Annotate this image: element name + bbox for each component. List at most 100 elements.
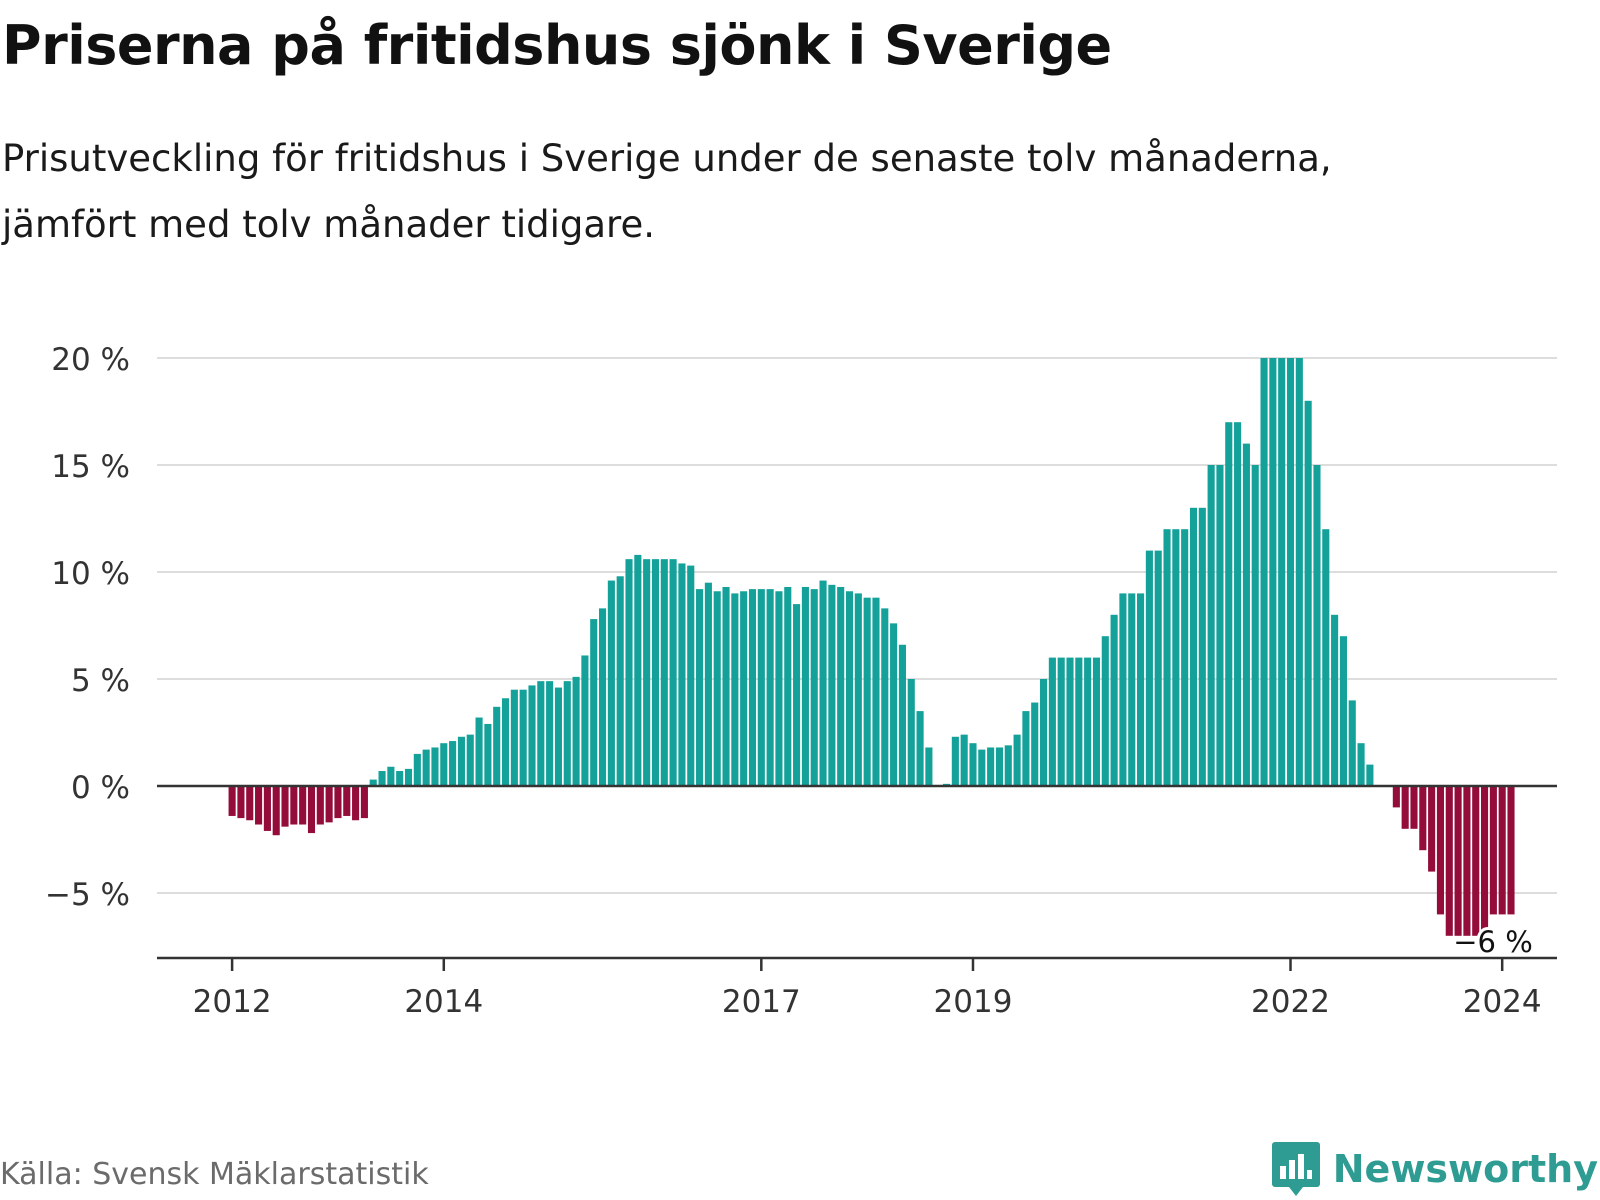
bar[interactable] — [1040, 679, 1048, 786]
bar[interactable] — [1481, 786, 1489, 936]
bar[interactable] — [449, 741, 457, 786]
bar[interactable] — [916, 711, 924, 786]
bar[interactable] — [1498, 786, 1506, 915]
bar[interactable] — [766, 589, 774, 786]
bar[interactable] — [528, 685, 536, 786]
bar[interactable] — [466, 734, 474, 786]
bar[interactable] — [1216, 465, 1224, 786]
bar[interactable] — [501, 698, 510, 786]
bar[interactable] — [484, 723, 492, 786]
bar[interactable] — [687, 565, 695, 786]
bar[interactable] — [731, 593, 739, 786]
bar[interactable] — [360, 786, 368, 819]
bar[interactable] — [643, 559, 651, 786]
bar[interactable] — [634, 554, 642, 786]
bar[interactable] — [1269, 358, 1277, 786]
bar[interactable] — [316, 786, 324, 825]
bar[interactable] — [1048, 657, 1056, 786]
bar[interactable] — [1154, 550, 1162, 786]
bar[interactable] — [352, 786, 360, 821]
bar[interactable] — [845, 591, 854, 786]
bar[interactable] — [510, 689, 518, 786]
bar[interactable] — [440, 743, 448, 786]
bar[interactable] — [1260, 358, 1268, 786]
bar[interactable] — [1357, 743, 1365, 786]
bar[interactable] — [255, 786, 263, 825]
bar[interactable] — [1057, 657, 1065, 786]
bar[interactable] — [334, 786, 342, 819]
bar[interactable] — [237, 786, 245, 819]
bar[interactable] — [290, 786, 298, 825]
bar[interactable] — [890, 623, 898, 786]
newsworthy-logo[interactable]: Newsworthy — [1271, 1140, 1598, 1198]
bar[interactable] — [881, 608, 889, 786]
bar[interactable] — [1313, 465, 1321, 786]
bar[interactable] — [704, 582, 712, 786]
bar[interactable] — [369, 779, 377, 786]
bar[interactable] — [413, 753, 421, 786]
bar[interactable] — [960, 734, 968, 786]
bar[interactable] — [784, 586, 792, 786]
bar[interactable] — [1101, 636, 1109, 786]
bar[interactable] — [987, 747, 995, 786]
bar[interactable] — [669, 559, 677, 786]
bar[interactable] — [1463, 786, 1471, 936]
bar[interactable] — [263, 786, 271, 831]
bar[interactable] — [1348, 700, 1356, 786]
bar[interactable] — [404, 768, 413, 786]
bar[interactable] — [898, 644, 906, 786]
bar[interactable] — [1242, 443, 1250, 786]
bar[interactable] — [1198, 507, 1206, 786]
bar[interactable] — [396, 771, 404, 786]
bar[interactable] — [828, 584, 836, 786]
bar[interactable] — [387, 766, 395, 786]
bar[interactable] — [1022, 711, 1030, 786]
bar[interactable] — [1286, 358, 1295, 786]
bar[interactable] — [793, 604, 801, 786]
bar[interactable] — [1454, 786, 1462, 936]
bar[interactable] — [457, 736, 465, 786]
bar[interactable] — [1295, 358, 1303, 786]
bar[interactable] — [1366, 764, 1374, 786]
bar[interactable] — [801, 586, 809, 786]
bar[interactable] — [607, 580, 615, 786]
bar[interactable] — [599, 608, 607, 786]
bar[interactable] — [678, 563, 686, 786]
bar[interactable] — [1092, 657, 1101, 786]
bar[interactable] — [1225, 422, 1233, 786]
bar[interactable] — [422, 749, 430, 786]
bar[interactable] — [546, 681, 554, 786]
bar[interactable] — [660, 559, 668, 786]
bar[interactable] — [1392, 786, 1400, 808]
bar[interactable] — [1181, 529, 1189, 786]
bar[interactable] — [1401, 786, 1409, 829]
bar[interactable] — [1251, 465, 1259, 786]
bar[interactable] — [1013, 734, 1021, 786]
bar[interactable] — [951, 736, 959, 786]
bar[interactable] — [837, 586, 845, 786]
bar[interactable] — [995, 747, 1003, 786]
bar[interactable] — [1304, 400, 1312, 786]
bar[interactable] — [1445, 786, 1453, 936]
bar[interactable] — [572, 676, 580, 786]
bar[interactable] — [1489, 786, 1497, 915]
bar[interactable] — [581, 655, 589, 786]
bar[interactable] — [1234, 422, 1242, 786]
bar[interactable] — [272, 786, 280, 836]
bar[interactable] — [872, 597, 880, 786]
bar[interactable] — [748, 589, 757, 786]
bar[interactable] — [1339, 636, 1347, 786]
bar[interactable] — [616, 576, 624, 786]
bar[interactable] — [1428, 786, 1436, 872]
bar[interactable] — [810, 589, 818, 786]
bar[interactable] — [1436, 786, 1444, 915]
bar[interactable] — [325, 786, 333, 823]
bar[interactable] — [537, 681, 545, 786]
bar[interactable] — [1084, 657, 1092, 786]
bar[interactable] — [493, 706, 501, 786]
bar[interactable] — [1410, 786, 1418, 829]
bar[interactable] — [854, 593, 862, 786]
bar[interactable] — [651, 559, 660, 786]
bar[interactable] — [1331, 614, 1339, 786]
bar[interactable] — [1110, 614, 1118, 786]
